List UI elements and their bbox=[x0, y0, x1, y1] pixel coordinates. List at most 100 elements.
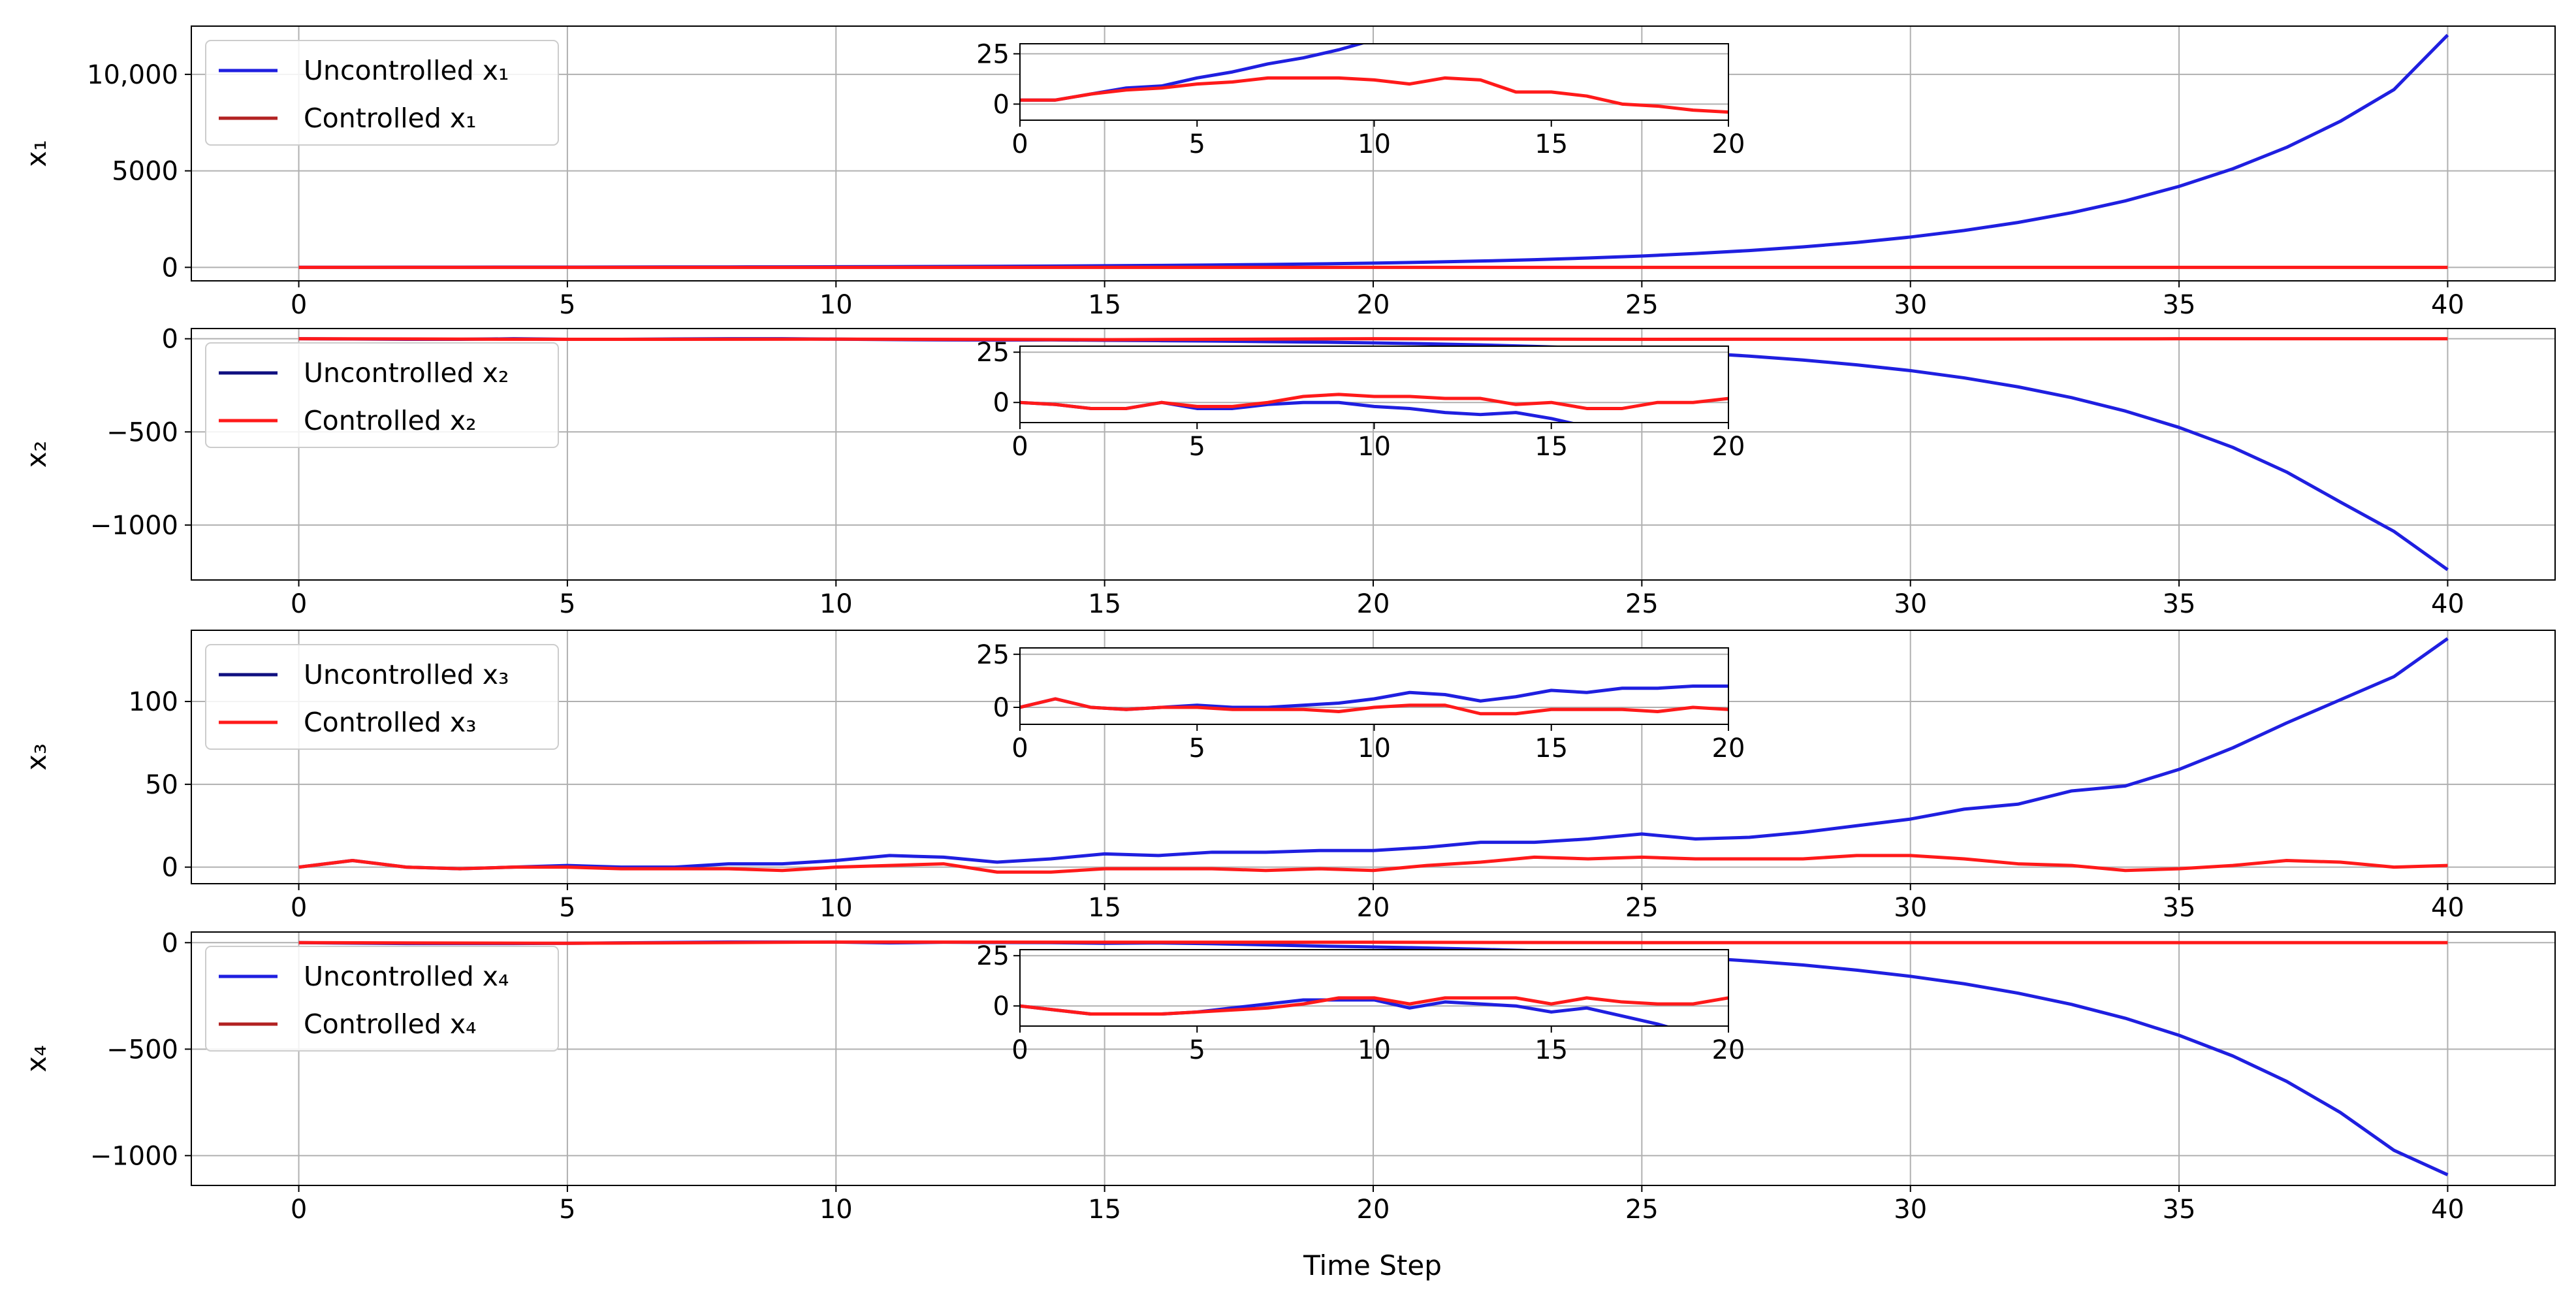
inset-series-line-controlled bbox=[1020, 76, 1728, 114]
x-tick-label: 0 bbox=[291, 893, 307, 923]
inset-chart: 0 25 0 5 10 15 20 bbox=[976, 39, 1745, 159]
inset-chart: 0 25 0 5 10 15 20 bbox=[976, 640, 1745, 764]
y-tick-label: 0 bbox=[162, 853, 178, 883]
inset-x-tick-label: 5 bbox=[1189, 733, 1205, 764]
inset-chart: 0 25 0 5 10 15 20 bbox=[976, 338, 1745, 462]
axes-frame bbox=[191, 931, 2556, 1186]
inset-y-tick-label: 0 bbox=[993, 991, 1010, 1021]
inset-y-tick-label: 0 bbox=[993, 89, 1010, 120]
x-tick-label: 35 bbox=[2163, 290, 2196, 320]
x-tick-label: 25 bbox=[1625, 1195, 1659, 1225]
inset-x-tick-label: 0 bbox=[1011, 733, 1028, 764]
series-line-uncontrolled bbox=[298, 637, 2449, 871]
inset-x-tick-label: 20 bbox=[1712, 129, 1745, 159]
axes-frame bbox=[191, 328, 2556, 581]
inset-x-tick-label: 10 bbox=[1358, 129, 1391, 159]
x-tick-label: 20 bbox=[1357, 1195, 1390, 1225]
chart-panel-1: 0 5 10 15 20 25 30 35 40 0 5000 10,000 x₁ Uncontrolle… bbox=[20, 25, 2556, 320]
inset-series-group bbox=[1020, 996, 1728, 1026]
y-tick-label: 0 bbox=[162, 253, 178, 283]
series-group bbox=[298, 337, 2449, 571]
y-axis-label: x₃ bbox=[20, 743, 52, 771]
x-tick-label: 5 bbox=[559, 893, 575, 923]
y-axis-label: x₂ bbox=[20, 441, 52, 468]
x-tick-label: 20 bbox=[1357, 290, 1390, 320]
legend-box bbox=[205, 946, 559, 1052]
x-tick-label: 15 bbox=[1088, 893, 1121, 923]
y-axis-label: x₄ bbox=[20, 1045, 52, 1072]
x-tick-label: 35 bbox=[2163, 893, 2196, 923]
inset-x-tick-label: 5 bbox=[1189, 129, 1205, 159]
series-line-controlled bbox=[298, 337, 2448, 342]
inset-y-tick-label: 25 bbox=[976, 39, 1010, 69]
chart-panel-2: 0 5 10 15 20 25 30 35 40 0 −500 −1000 x₂ Uncontrolled… bbox=[20, 325, 2556, 619]
x-tick-label: 5 bbox=[559, 1195, 575, 1225]
y-tick-label: −500 bbox=[106, 1035, 178, 1065]
inset-chart: 0 25 0 5 10 15 20 bbox=[976, 941, 1745, 1065]
x-tick-label: 30 bbox=[1894, 290, 1927, 320]
x-tick-label: 40 bbox=[2431, 1195, 2464, 1225]
series-group bbox=[298, 940, 2449, 1176]
legend-label: Controlled x₄ bbox=[304, 1008, 477, 1040]
y-tick-label: −1000 bbox=[90, 1141, 178, 1171]
inset-x-tick-label: 5 bbox=[1189, 432, 1205, 462]
legend-label: Controlled x₁ bbox=[304, 103, 477, 134]
x-tick-label: 25 bbox=[1625, 290, 1659, 320]
inset-x-tick-label: 15 bbox=[1534, 733, 1568, 764]
x-axis-label: Time Step bbox=[1303, 1249, 1442, 1281]
axes-frame bbox=[191, 630, 2556, 884]
x-tick-label: 25 bbox=[1625, 893, 1659, 923]
x-tick-label: 5 bbox=[559, 290, 575, 320]
inset-x-tick-label: 0 bbox=[1011, 432, 1028, 462]
inset-series-group bbox=[1020, 44, 1728, 114]
x-tick-label: 10 bbox=[819, 1195, 853, 1225]
series-group bbox=[298, 33, 2449, 269]
inset-y-tick-label: 25 bbox=[976, 338, 1010, 368]
legend: Uncontrolled x₃ Controlled x₃ bbox=[205, 644, 559, 750]
series-group bbox=[298, 637, 2449, 874]
inset-series-line-controlled bbox=[1020, 697, 1728, 716]
series-line-controlled bbox=[298, 854, 2448, 874]
x-tick-label: 0 bbox=[291, 589, 307, 619]
x-tick-label: 5 bbox=[559, 589, 575, 619]
x-tick-label: 35 bbox=[2163, 589, 2196, 619]
x-tick-label: 30 bbox=[1894, 1195, 1927, 1225]
inset-series-line-controlled bbox=[1020, 996, 1728, 1016]
inset-x-tick-label: 15 bbox=[1534, 1035, 1568, 1065]
y-tick-label: −1000 bbox=[90, 511, 178, 541]
x-tick-label: 40 bbox=[2431, 893, 2464, 923]
legend: Uncontrolled x₁ Controlled x₁ bbox=[205, 40, 559, 146]
inset-y-tick-label: 0 bbox=[993, 693, 1010, 723]
legend-label: Uncontrolled x₃ bbox=[304, 659, 509, 690]
y-tick-label: 100 bbox=[129, 687, 178, 717]
x-tick-label: 30 bbox=[1894, 893, 1927, 923]
legend-box bbox=[205, 644, 559, 750]
inset-y-tick-label: 25 bbox=[976, 640, 1010, 670]
inset-x-tick-label: 5 bbox=[1189, 1035, 1205, 1065]
inset-series-line-uncontrolled bbox=[1020, 44, 1366, 102]
x-tick-label: 15 bbox=[1088, 290, 1121, 320]
legend-label: Controlled x₂ bbox=[304, 405, 477, 436]
inset-x-tick-label: 20 bbox=[1712, 1035, 1745, 1065]
y-tick-label: 10,000 bbox=[87, 60, 178, 90]
x-tick-label: 0 bbox=[291, 290, 307, 320]
chart-panel-4: 0 5 10 15 20 25 30 35 40 0 −500 −1000 x₄ Uncontrolled… bbox=[20, 928, 2556, 1225]
inset-series-line-controlled bbox=[1020, 393, 1728, 410]
inset-x-tick-label: 0 bbox=[1011, 129, 1028, 159]
inset-frame bbox=[1019, 43, 1729, 121]
y-tick-label: 0 bbox=[162, 928, 178, 958]
inset-background bbox=[1020, 44, 1728, 120]
inset-frame bbox=[1019, 949, 1729, 1027]
legend-label: Controlled x₃ bbox=[304, 707, 477, 738]
series-line-controlled bbox=[298, 940, 2448, 945]
inset-x-tick-label: 20 bbox=[1712, 432, 1745, 462]
legend: Uncontrolled x₂ Controlled x₂ bbox=[205, 342, 559, 448]
inset-x-tick-label: 15 bbox=[1534, 432, 1568, 462]
x-tick-label: 10 bbox=[819, 893, 853, 923]
inset-x-tick-label: 10 bbox=[1358, 733, 1391, 764]
inset-frame bbox=[1019, 647, 1729, 725]
y-tick-label: −500 bbox=[106, 417, 178, 447]
x-tick-label: 25 bbox=[1625, 589, 1659, 619]
inset-x-tick-label: 15 bbox=[1534, 129, 1568, 159]
